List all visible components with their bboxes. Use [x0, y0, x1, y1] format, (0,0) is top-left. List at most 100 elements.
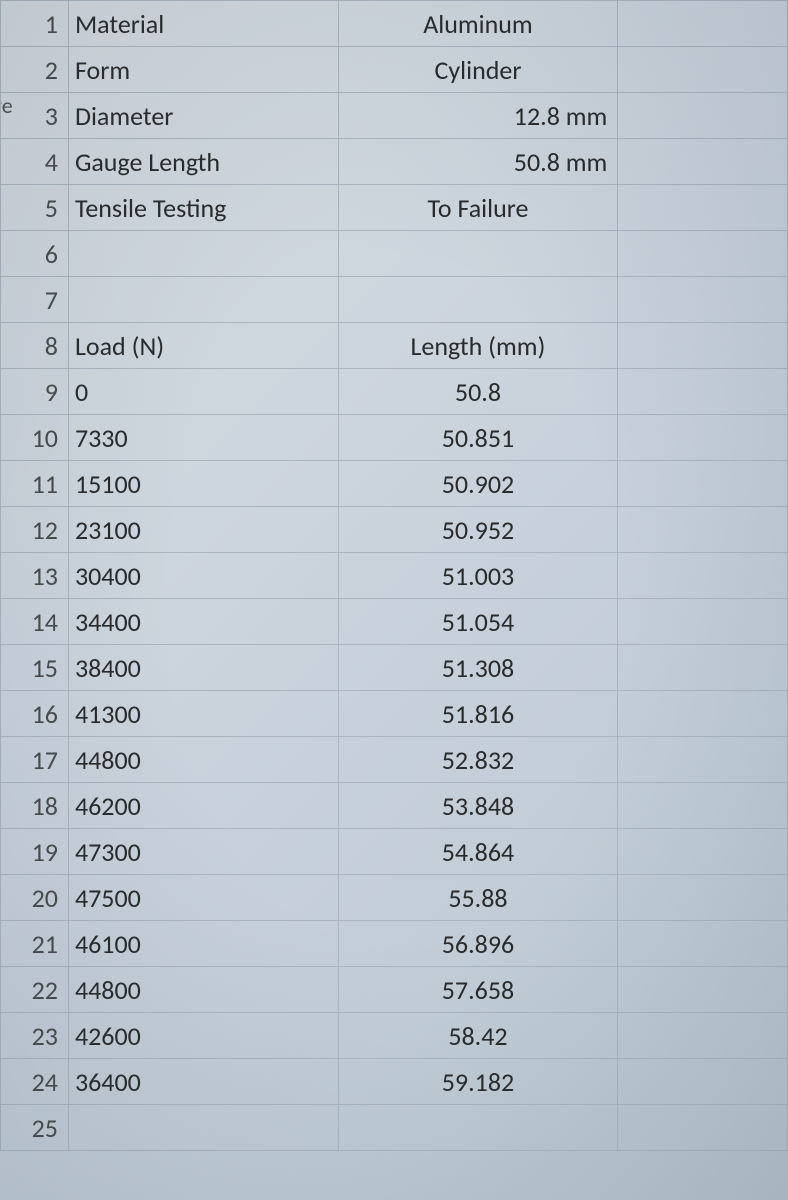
- row-number-cell[interactable]: 19: [1, 829, 69, 875]
- cell-col-a[interactable]: 47500: [68, 875, 338, 921]
- row-number-cell[interactable]: 3: [1, 93, 69, 139]
- row-number-cell[interactable]: 12: [1, 507, 69, 553]
- cell-col-a[interactable]: [68, 1105, 338, 1151]
- row-number-cell[interactable]: 16: [1, 691, 69, 737]
- cell-col-c[interactable]: [618, 415, 788, 461]
- row-number-cell[interactable]: 7: [1, 277, 69, 323]
- row-number-cell[interactable]: 4: [1, 139, 69, 185]
- cell-col-c[interactable]: [618, 1, 788, 47]
- cell-col-c[interactable]: [618, 277, 788, 323]
- cell-col-a[interactable]: Gauge Length: [68, 139, 338, 185]
- cell-col-a[interactable]: 44800: [68, 737, 338, 783]
- cell-col-b[interactable]: 51.816: [338, 691, 618, 737]
- cell-col-a[interactable]: Tensile Testing: [68, 185, 338, 231]
- cell-col-b[interactable]: 57.658: [338, 967, 618, 1013]
- cell-col-b[interactable]: 12.8 mm: [338, 93, 618, 139]
- cell-col-b[interactable]: 53.848: [338, 783, 618, 829]
- cell-col-c[interactable]: [618, 645, 788, 691]
- cell-col-a[interactable]: 46200: [68, 783, 338, 829]
- cell-col-a[interactable]: Form: [68, 47, 338, 93]
- cell-col-b[interactable]: 51.054: [338, 599, 618, 645]
- row-number-cell[interactable]: 20: [1, 875, 69, 921]
- cell-col-a[interactable]: 36400: [68, 1059, 338, 1105]
- row-number-cell[interactable]: 9: [1, 369, 69, 415]
- row-number-cell[interactable]: 10: [1, 415, 69, 461]
- cell-col-b[interactable]: 50.902: [338, 461, 618, 507]
- cell-col-c[interactable]: [618, 507, 788, 553]
- cell-col-c[interactable]: [618, 829, 788, 875]
- cell-col-b[interactable]: To Failure: [338, 185, 618, 231]
- cell-col-b[interactable]: 50.8: [338, 369, 618, 415]
- row-number-cell[interactable]: 25: [1, 1105, 69, 1151]
- row-number-cell[interactable]: 13: [1, 553, 69, 599]
- cell-col-a[interactable]: 47300: [68, 829, 338, 875]
- cell-col-a[interactable]: Load (N): [68, 323, 338, 369]
- cell-col-a[interactable]: 44800: [68, 967, 338, 1013]
- cell-col-a[interactable]: 15100: [68, 461, 338, 507]
- cell-col-b[interactable]: Aluminum: [338, 1, 618, 47]
- cell-col-c[interactable]: [618, 231, 788, 277]
- cell-col-a[interactable]: 46100: [68, 921, 338, 967]
- cell-col-b[interactable]: [338, 231, 618, 277]
- row-number-cell[interactable]: 22: [1, 967, 69, 1013]
- cell-col-b[interactable]: 50.952: [338, 507, 618, 553]
- cell-col-a[interactable]: 30400: [68, 553, 338, 599]
- cell-col-a[interactable]: 38400: [68, 645, 338, 691]
- cell-col-a[interactable]: 0: [68, 369, 338, 415]
- cell-col-b[interactable]: 52.832: [338, 737, 618, 783]
- cell-col-c[interactable]: [618, 553, 788, 599]
- cell-col-a[interactable]: [68, 277, 338, 323]
- cell-col-b[interactable]: 50.851: [338, 415, 618, 461]
- cell-col-b[interactable]: 55.88: [338, 875, 618, 921]
- row-number-cell[interactable]: 21: [1, 921, 69, 967]
- row-number-cell[interactable]: 17: [1, 737, 69, 783]
- cell-col-c[interactable]: [618, 921, 788, 967]
- cell-col-c[interactable]: [618, 185, 788, 231]
- row-number-cell[interactable]: 8: [1, 323, 69, 369]
- cell-col-c[interactable]: [618, 47, 788, 93]
- cell-col-b[interactable]: [338, 277, 618, 323]
- cell-col-b[interactable]: 51.003: [338, 553, 618, 599]
- cell-col-a[interactable]: 7330: [68, 415, 338, 461]
- cell-col-c[interactable]: [618, 967, 788, 1013]
- row-number-cell[interactable]: 24: [1, 1059, 69, 1105]
- cell-col-c[interactable]: [618, 691, 788, 737]
- cell-col-c[interactable]: [618, 139, 788, 185]
- cell-col-a[interactable]: 23100: [68, 507, 338, 553]
- cell-col-c[interactable]: [618, 369, 788, 415]
- cell-col-c[interactable]: [618, 1013, 788, 1059]
- row-number-cell[interactable]: 1: [1, 1, 69, 47]
- cell-col-c[interactable]: [618, 783, 788, 829]
- cell-col-b[interactable]: 59.182: [338, 1059, 618, 1105]
- cell-col-c[interactable]: [618, 1105, 788, 1151]
- cell-col-a[interactable]: 41300: [68, 691, 338, 737]
- cell-col-b[interactable]: Cylinder: [338, 47, 618, 93]
- row-number-cell[interactable]: 6: [1, 231, 69, 277]
- cell-col-b[interactable]: 56.896: [338, 921, 618, 967]
- cell-col-b[interactable]: 54.864: [338, 829, 618, 875]
- row-number-cell[interactable]: 14: [1, 599, 69, 645]
- cell-col-b[interactable]: Length (mm): [338, 323, 618, 369]
- row-number-cell[interactable]: 18: [1, 783, 69, 829]
- row-number-cell[interactable]: 5: [1, 185, 69, 231]
- cell-col-c[interactable]: [618, 1059, 788, 1105]
- cell-col-c[interactable]: [618, 461, 788, 507]
- cell-col-c[interactable]: [618, 323, 788, 369]
- cell-col-c[interactable]: [618, 93, 788, 139]
- cell-col-a[interactable]: Diameter: [68, 93, 338, 139]
- cell-col-b[interactable]: 51.308: [338, 645, 618, 691]
- row-number-cell[interactable]: 11: [1, 461, 69, 507]
- row-number-cell[interactable]: 2: [1, 47, 69, 93]
- cell-col-a[interactable]: 34400: [68, 599, 338, 645]
- row-number-cell[interactable]: 15: [1, 645, 69, 691]
- cell-col-b[interactable]: 58.42: [338, 1013, 618, 1059]
- cell-col-c[interactable]: [618, 875, 788, 921]
- cell-col-c[interactable]: [618, 737, 788, 783]
- row-number-cell[interactable]: 23: [1, 1013, 69, 1059]
- cell-col-b[interactable]: [338, 1105, 618, 1151]
- cell-col-a[interactable]: Material: [68, 1, 338, 47]
- cell-col-b[interactable]: 50.8 mm: [338, 139, 618, 185]
- cell-col-c[interactable]: [618, 599, 788, 645]
- cell-col-a[interactable]: [68, 231, 338, 277]
- cell-col-a[interactable]: 42600: [68, 1013, 338, 1059]
